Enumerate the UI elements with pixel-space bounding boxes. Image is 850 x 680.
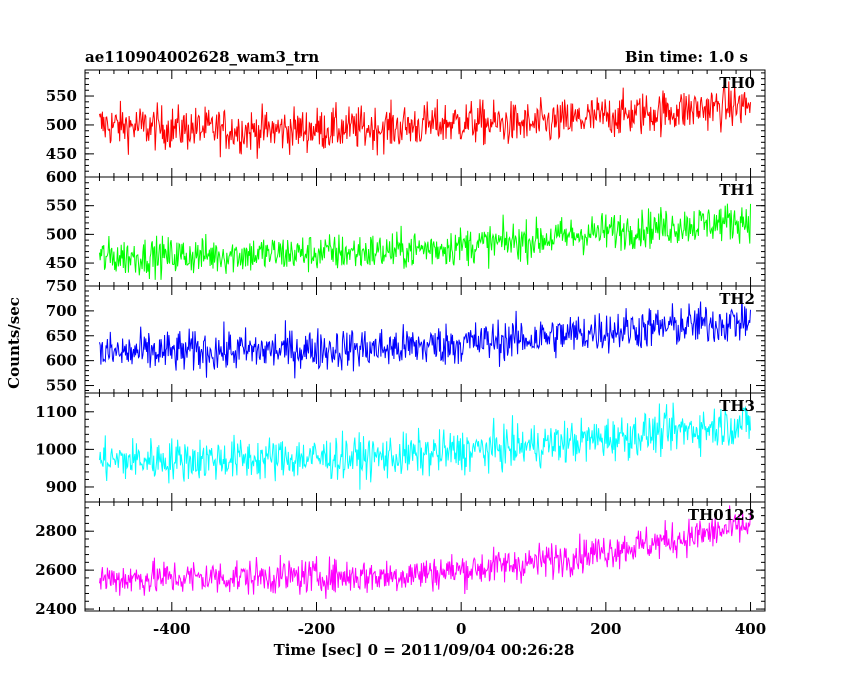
x-axis-label: Time [sec] 0 = 2011/09/04 00:26:28	[274, 641, 575, 659]
y-tick-label: 550	[46, 87, 77, 105]
x-tick-label: 0	[456, 620, 466, 638]
x-tick-label: -400	[153, 620, 191, 638]
y-axis-label: Counts/sec	[5, 297, 23, 389]
panel-th2: 550 600 650 700 750 TH2	[46, 277, 766, 395]
y-tick-label: 550	[46, 197, 77, 215]
x-tick-label: 200	[590, 620, 621, 638]
series-th0	[99, 81, 751, 159]
y-tick-label: 500	[46, 116, 77, 134]
series-th3	[99, 402, 751, 490]
panel-label: TH0	[719, 74, 755, 92]
panel-th0123: 2400 2600 2800 TH0123	[35, 501, 766, 618]
panel-label: TH2	[719, 290, 755, 308]
x-axis: -400 -200 0 200 400	[153, 620, 766, 638]
y-tick-label: 450	[46, 145, 77, 163]
panel-th0: 450 500 550 TH0	[46, 69, 766, 178]
panel-label: TH3	[719, 397, 755, 415]
y-tick-label: 500	[46, 225, 77, 243]
series-th0123	[99, 505, 751, 599]
y-tick-label: 1000	[35, 440, 77, 458]
y-tick-label: 900	[46, 478, 77, 496]
y-tick-label: 2400	[35, 600, 77, 618]
chart-title: ae110904002628_wam3_trn	[85, 48, 319, 66]
panel-th1: 450 500 550 600 TH1	[46, 168, 766, 287]
panel-th3: 900 1000 1100 TH3	[35, 392, 766, 503]
y-tick-label: 1100	[35, 403, 77, 421]
y-tick-label: 600	[46, 168, 77, 186]
x-tick-label: 400	[735, 620, 766, 638]
y-tick-label: 600	[46, 352, 77, 370]
panel-label: TH0123	[688, 506, 755, 524]
y-tick-label: 550	[46, 377, 77, 395]
y-tick-label: 2600	[35, 561, 77, 579]
y-tick-label: 750	[46, 277, 77, 295]
panels-group: 450 500 550 TH0 450 500 550 600 TH1 550 600 650 700 7…	[35, 69, 766, 618]
panel-frame	[84, 501, 766, 612]
series-th2	[99, 293, 751, 379]
series-th1	[99, 203, 751, 280]
y-tick-label: 2800	[35, 522, 77, 540]
y-tick-label: 450	[46, 254, 77, 272]
bin-time-label: Bin time: 1.0 s	[625, 48, 748, 66]
x-tick-label: -200	[298, 620, 336, 638]
y-tick-label: 700	[46, 302, 77, 320]
panel-label: TH1	[719, 181, 755, 199]
y-tick-label: 650	[46, 327, 77, 345]
panel-frame	[84, 285, 766, 394]
